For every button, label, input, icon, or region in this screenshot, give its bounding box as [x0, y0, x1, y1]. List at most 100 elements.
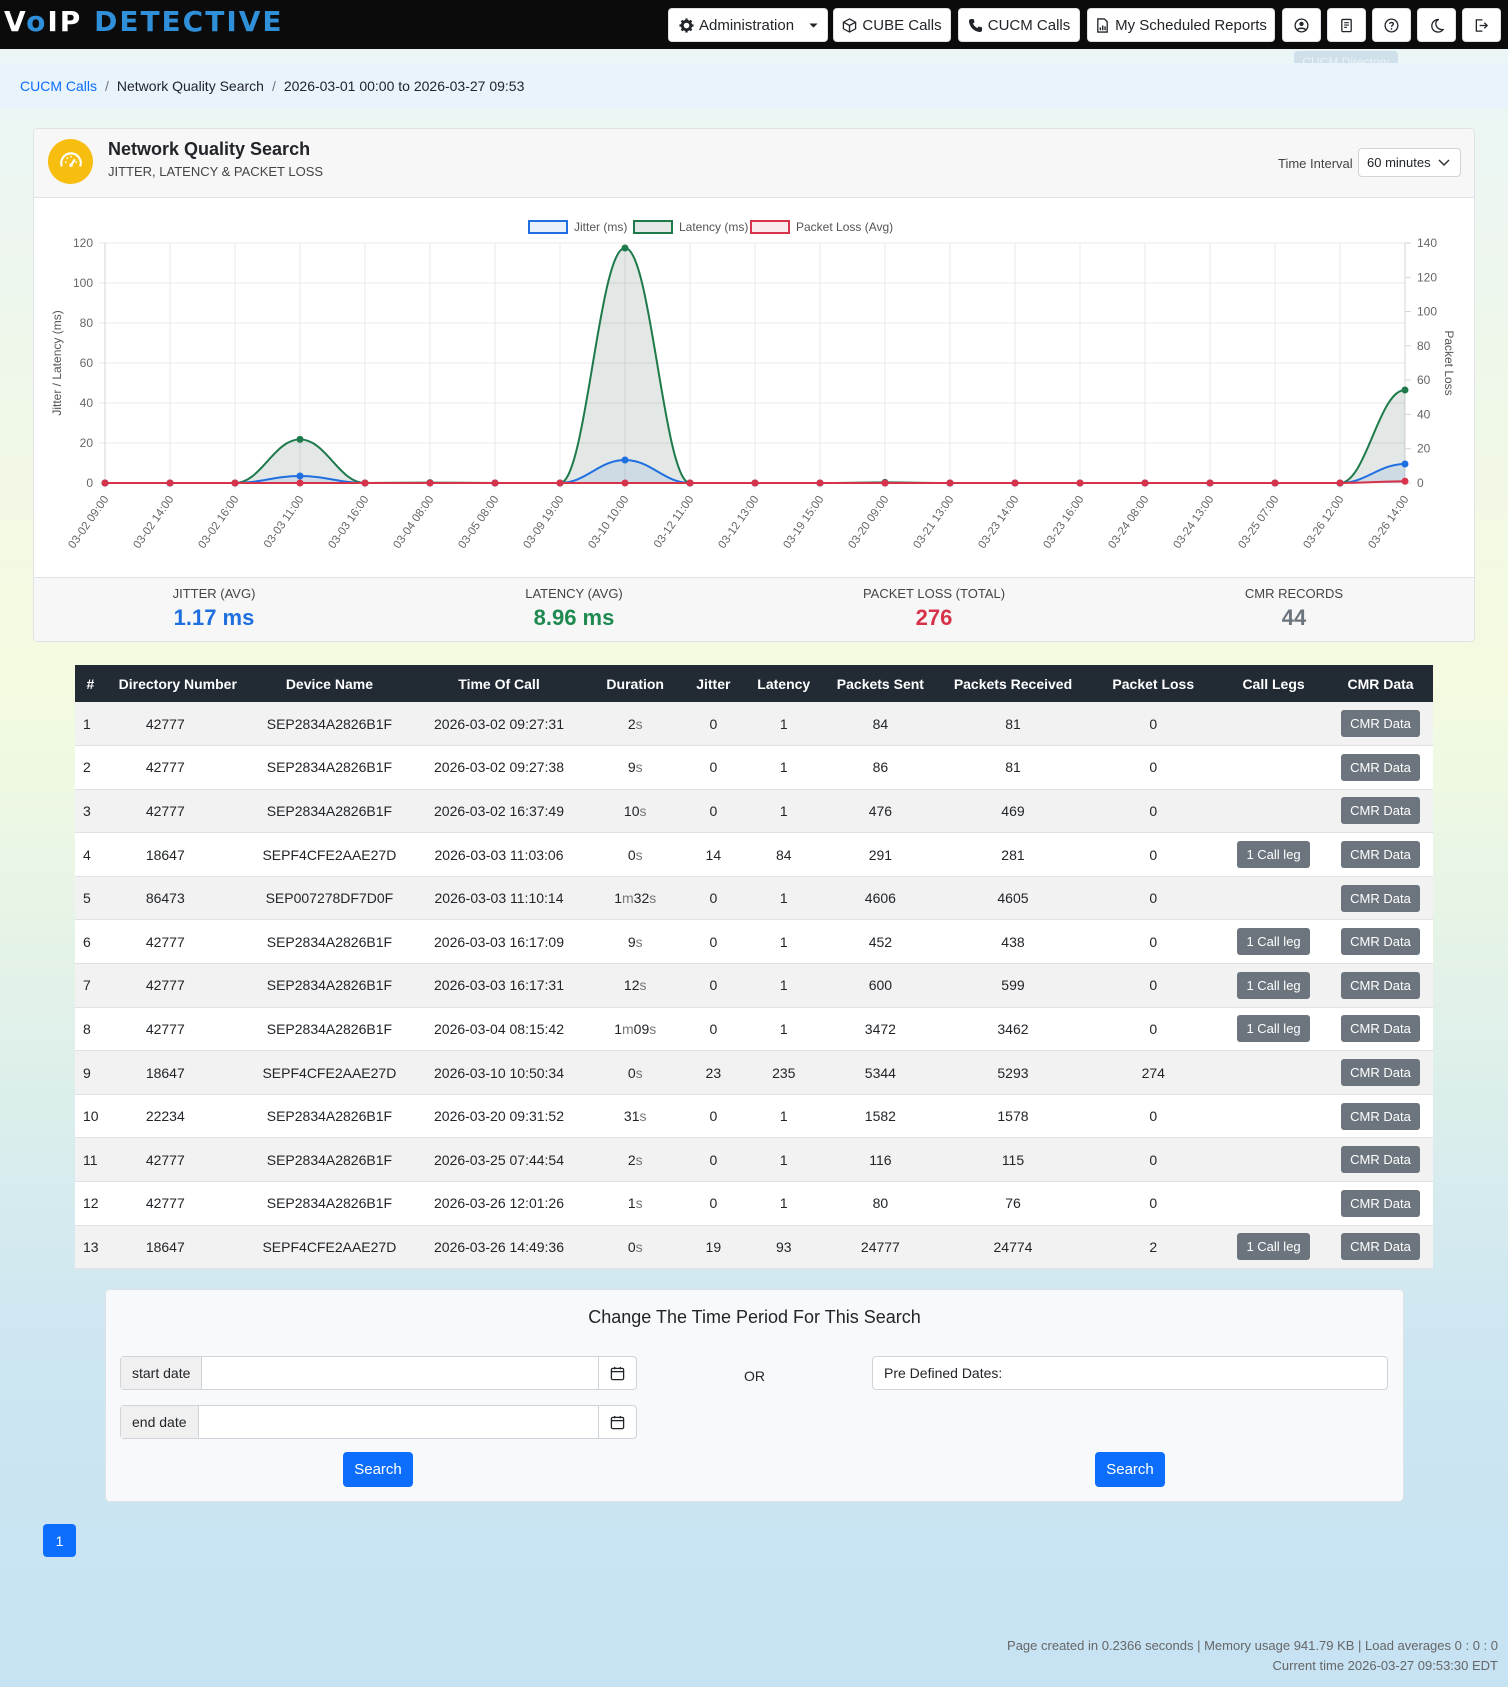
cmr-data-button[interactable]: CMR Data [1341, 1059, 1420, 1087]
cell-index: 2 [75, 745, 106, 790]
help-button[interactable] [1372, 8, 1411, 42]
column-header[interactable]: # [75, 665, 106, 702]
cmr-data-button[interactable]: CMR Data [1341, 710, 1420, 738]
cell-call-legs [1219, 745, 1329, 790]
column-header[interactable]: Packets Received [938, 665, 1088, 702]
duration-part: s [649, 1020, 657, 1037]
predefined-dates-select[interactable]: Pre Defined Dates: [872, 1356, 1388, 1390]
call-leg-button[interactable]: 1 Call leg [1237, 928, 1310, 956]
cell-time-of-call: 2026-03-25 07:44:54 [409, 1137, 589, 1183]
data-point [1336, 479, 1344, 487]
start-date-input[interactable] [202, 1357, 598, 1389]
y2-axis-title: Packet Loss [1442, 330, 1456, 395]
column-header[interactable]: Directory Number [105, 665, 250, 702]
legend-swatch [750, 220, 790, 234]
cell-duration: 9s [588, 919, 682, 965]
call-leg-button[interactable]: 1 Call leg [1237, 841, 1310, 869]
cmr-data-button[interactable]: CMR Data [1341, 797, 1420, 825]
cell-time-of-call: 2026-03-03 16:17:31 [409, 963, 589, 1008]
date-range-search-button[interactable]: Search [343, 1452, 413, 1487]
cell-cmr-data: CMR Data [1328, 1094, 1433, 1139]
cell-latency: 1 [745, 1137, 823, 1183]
breadcrumb-current-page: Network Quality Search [116, 77, 264, 94]
logout-button[interactable] [1462, 8, 1501, 42]
cube-icon [843, 17, 857, 33]
pagination-page-1[interactable]: 1 [43, 1524, 76, 1557]
x-axis-tick-label: 03-12 13:00 [716, 494, 761, 551]
column-header[interactable]: Duration [588, 665, 682, 702]
column-header[interactable]: Packet Loss [1087, 665, 1220, 702]
end-date-input[interactable] [198, 1406, 598, 1438]
x-axis-tick-label: 03-12 11:00 [652, 494, 697, 550]
cell-cmr-data: CMR Data [1328, 1137, 1433, 1183]
cell-packets-sent: 291 [822, 832, 939, 877]
y2-axis-tick-label: 60 [1417, 373, 1431, 387]
column-header[interactable]: Call Legs [1219, 665, 1329, 702]
time-interval-label: Time Interval [1278, 156, 1353, 171]
cell-cmr-data: CMR Data [1328, 789, 1433, 834]
app-logo[interactable]: VoIP DETECTIVE [4, 5, 284, 38]
breadcrumb-date-range: 2026-03-01 00:00 to 2026-03-27 09:53 [283, 77, 525, 94]
phone-icon [968, 18, 982, 32]
breadcrumb-cucm-calls-link[interactable]: CUCM Calls [20, 77, 97, 94]
cell-latency: 1 [745, 745, 823, 790]
cmr-results-table: # Directory Number Device Name Time Of C… [75, 665, 1433, 1270]
cmr-data-button[interactable]: CMR Data [1341, 1233, 1420, 1261]
cell-packets-sent: 452 [822, 919, 939, 965]
cucm-directory-button[interactable] [1327, 8, 1366, 42]
predefined-search-button[interactable]: Search [1095, 1452, 1165, 1487]
call-leg-button[interactable]: 1 Call leg [1237, 1233, 1310, 1261]
cell-call-legs [1219, 1181, 1329, 1226]
cmr-data-button[interactable]: CMR Data [1341, 1146, 1420, 1174]
cube-calls-button[interactable]: CUBE Calls [833, 8, 951, 42]
column-header[interactable]: CMR Data [1328, 665, 1433, 702]
cell-call-legs: 1 Call leg [1219, 1225, 1329, 1270]
table-body: 1 42777 SEP2834A2826B1F 2026-03-02 09:27:31… [75, 702, 1433, 1270]
cucm-calls-button[interactable]: CUCM Calls [958, 8, 1080, 42]
call-leg-button[interactable]: 1 Call leg [1237, 1015, 1310, 1043]
cell-index: 7 [75, 963, 106, 1008]
x-axis-tick-label: 03-23 14:00 [976, 494, 1021, 551]
scheduled-reports-button[interactable]: My Scheduled Reports [1087, 8, 1275, 42]
cell-duration: 9s [588, 745, 682, 790]
cmr-data-button[interactable]: CMR Data [1341, 884, 1420, 912]
dark-mode-toggle[interactable] [1417, 8, 1456, 42]
cell-cmr-data: CMR Data [1328, 832, 1433, 877]
call-leg-button[interactable]: 1 Call leg [1237, 971, 1310, 999]
column-header[interactable]: Time Of Call [409, 665, 589, 702]
cmr-data-button[interactable]: CMR Data [1341, 753, 1420, 781]
time-interval-select[interactable]: 60 minutes [1358, 148, 1461, 177]
legend-label: Jitter (ms) [574, 220, 627, 234]
cmr-data-button[interactable]: CMR Data [1341, 1102, 1420, 1130]
cell-packets-received: 81 [938, 702, 1088, 747]
cell-jitter: 0 [681, 1007, 746, 1052]
duration-part: 0 [627, 1064, 636, 1081]
column-header[interactable]: Jitter [681, 665, 746, 702]
cell-duration: 10s [588, 789, 682, 834]
cell-duration: 0s [588, 832, 682, 877]
cmr-data-button[interactable]: CMR Data [1341, 1189, 1420, 1217]
legend-label: Packet Loss (Avg) [796, 220, 893, 234]
profile-button[interactable] [1282, 8, 1321, 42]
column-header[interactable]: Latency [745, 665, 823, 702]
column-header[interactable]: Device Name [249, 665, 410, 702]
calendar-icon [610, 1415, 625, 1429]
cell-packets-received: 5293 [938, 1050, 1088, 1095]
cmr-data-button[interactable]: CMR Data [1341, 841, 1420, 869]
cell-jitter: 0 [681, 963, 746, 1008]
administration-dropdown-button[interactable]: Administration [668, 8, 828, 42]
cell-latency: 1 [745, 1007, 823, 1052]
cmr-data-button[interactable]: CMR Data [1341, 1015, 1420, 1043]
calendar-button[interactable] [598, 1357, 636, 1389]
data-point [751, 479, 759, 487]
cell-jitter: 23 [681, 1050, 746, 1095]
column-header[interactable]: Packets Sent [822, 665, 939, 702]
cell-packets-sent: 1582 [822, 1094, 939, 1139]
cmr-data-button[interactable]: CMR Data [1341, 971, 1420, 999]
cmr-data-button[interactable]: CMR Data [1341, 928, 1420, 956]
cell-index: 13 [75, 1225, 106, 1270]
table-row: 4 18647 SEPF4CFE2AAE27D 2026-03-03 11:03:06… [75, 832, 1433, 877]
calendar-button[interactable] [598, 1406, 636, 1438]
duration-part: s [635, 1064, 643, 1081]
start-date-group: start date [120, 1356, 637, 1390]
